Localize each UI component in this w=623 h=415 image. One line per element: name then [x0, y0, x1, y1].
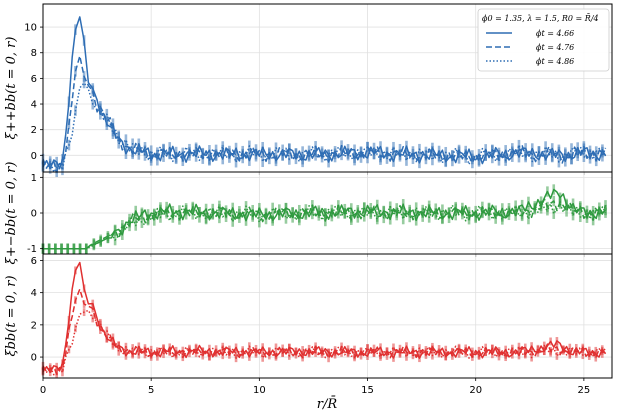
series-dotted	[41, 308, 607, 377]
x-tick-label: 25	[578, 385, 591, 396]
y-tick-label: 6	[31, 256, 37, 267]
legend-entry: ϕt = 4.66	[536, 29, 574, 38]
series-line	[43, 200, 607, 250]
series-line	[43, 197, 607, 250]
y-tick-label: 6	[31, 74, 37, 85]
series-dotted	[41, 77, 607, 176]
x-tick-label: 15	[361, 385, 374, 396]
y-tick-label: 2	[31, 320, 37, 331]
y-tick-label: -1	[27, 244, 37, 255]
y-tick-label: 4	[31, 100, 37, 111]
y-axis-label: ξbb(t = 0, r)	[4, 275, 19, 356]
y-tick-label: 10	[24, 23, 37, 34]
y-tick-label: 0	[31, 353, 37, 364]
y-tick-label: 4	[31, 288, 37, 299]
y-tick-label: 0	[31, 209, 37, 220]
panels-layer: 0 2 4 6 8 10 ξ++bb(t = 0, r) -1 0 1 ξ+−bb(t = 0, r…	[4, 3, 613, 396]
y-tick-label: 1	[31, 173, 37, 184]
y-tick-label: 2	[31, 125, 37, 136]
legend-box	[477, 8, 610, 72]
y-tick-label: 0	[31, 151, 37, 162]
panel-frame	[42, 253, 613, 379]
panel-2: -1 0 1 ξ+−bb(t = 0, r)	[4, 162, 613, 265]
legend-entry: ϕt = 4.76	[536, 43, 574, 52]
series-dashed	[41, 288, 606, 378]
series-dashed	[41, 55, 607, 178]
x-tick-label: 0	[40, 385, 46, 396]
x-axis-label: r/R̄	[317, 396, 338, 412]
series-line	[42, 55, 607, 173]
legend-title: ϕ0 = 1.35, λ = 1.5, R0 = R̄/4	[482, 14, 599, 23]
series-solid	[41, 261, 607, 377]
y-tick-label: 8	[31, 48, 37, 59]
y-axis-label: ξ++bb(t = 0, r)	[4, 37, 19, 140]
series-line	[42, 82, 607, 173]
legend-entry: ϕt = 4.86	[536, 57, 574, 66]
y-axis-label: ξ+−bb(t = 0, r)	[4, 162, 19, 265]
x-tick-label: 10	[253, 385, 266, 396]
x-tick-label: 5	[148, 385, 154, 396]
series-line	[42, 309, 607, 376]
panel-3: 0 2 4 6 ξbb(t = 0, r) 0 5 10 15 20 25	[4, 253, 613, 396]
legend: ϕ0 = 1.35, λ = 1.5, R0 = R̄/4 ϕt = 4.66 ϕt…	[477, 8, 610, 72]
series-line	[42, 288, 606, 375]
panel-1: 0 2 4 6 8 10 ξ++bb(t = 0, r)	[4, 3, 613, 178]
x-tick-label: 20	[469, 385, 482, 396]
series-dotted	[41, 196, 607, 254]
series-line	[42, 261, 607, 373]
